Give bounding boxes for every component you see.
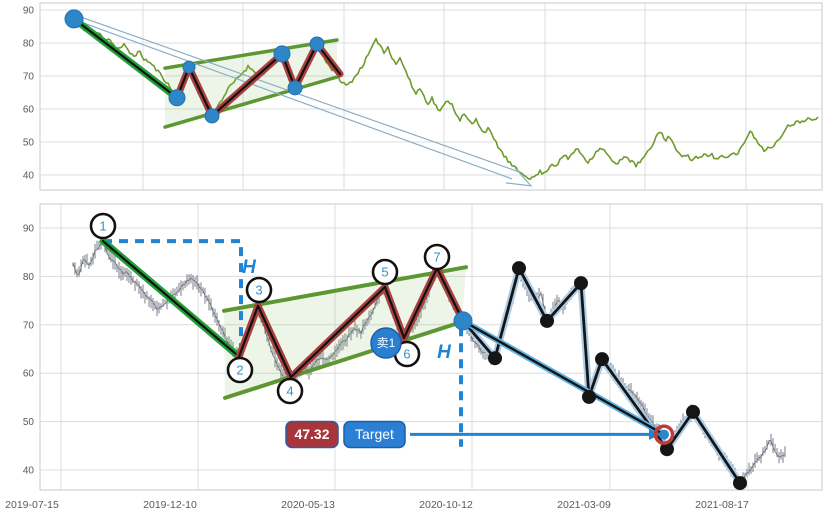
x-axis-tick-label: 2019-12-10 [143, 499, 197, 511]
target-marker-dot [659, 429, 669, 440]
height-label: H [437, 342, 452, 363]
x-axis-tick-label: 2020-05-13 [281, 499, 335, 511]
height-label: H [242, 257, 257, 278]
projection-arrow-head [505, 167, 533, 187]
pivot-circle-5[interactable]: 5 [371, 258, 399, 286]
swing-dot[interactable] [540, 313, 554, 328]
projection-arrow-shaft [79, 16, 520, 173]
y-axis-tick-label: 50 [23, 138, 35, 149]
y-axis-tick-label: 40 [23, 171, 35, 182]
breakdown-dot[interactable] [453, 311, 473, 331]
y-axis-tick-label: 40 [23, 466, 35, 477]
y-axis-tick-label: 60 [23, 105, 35, 116]
pivot-dot[interactable] [309, 36, 325, 52]
upper-trendline[interactable] [222, 265, 468, 313]
y-axis-tick-label: 70 [23, 320, 35, 331]
y-axis-tick-label: 50 [23, 417, 35, 428]
price-target-badge-bg [285, 420, 339, 449]
y-axis-tick-label: 60 [23, 369, 35, 380]
target-label-badge[interactable]: Target [343, 420, 406, 449]
swing-dot[interactable] [512, 261, 526, 276]
height-measure-line[interactable] [103, 239, 243, 357]
pivot-circle-ring [89, 212, 117, 240]
x-axis-tick-label: 2019-07-15 [5, 499, 59, 511]
y-axis-tick-label: 80 [23, 272, 35, 283]
pivot-number: 5 [381, 265, 388, 280]
swing-dot[interactable] [582, 389, 596, 404]
impulse-line-core [72, 17, 179, 99]
swing-dot[interactable] [733, 476, 747, 491]
target-label-text: Target [355, 426, 394, 442]
pivot-number: 7 [433, 250, 440, 265]
y-axis-tick-label: 90 [23, 224, 35, 235]
lower-trendline[interactable] [223, 319, 464, 400]
target-projection-line[interactable] [461, 319, 666, 436]
pivot-circle-4[interactable]: 4 [276, 377, 304, 405]
pivot-number: 6 [403, 347, 410, 362]
y-axis-tick-label: 80 [23, 39, 35, 50]
pivot-number: 2 [236, 363, 243, 378]
lower-trendline[interactable] [163, 75, 339, 129]
overview-panel-frame [39, 2, 823, 191]
price-target-value: 47.32 [294, 426, 329, 442]
sell-signal-badge[interactable]: 卖1 [370, 327, 402, 359]
swing-dot[interactable] [574, 276, 588, 291]
pivot-number: 1 [99, 219, 106, 234]
pivot-number: 3 [255, 283, 262, 298]
pivot-dot[interactable] [168, 89, 186, 107]
pivot-dot[interactable] [182, 60, 196, 74]
pivot-dot[interactable] [273, 45, 291, 63]
y-axis-tick-label: 90 [23, 6, 35, 17]
swing-dot[interactable] [488, 351, 502, 366]
pivot-circle-ring [245, 276, 273, 304]
price-target-badge[interactable]: 47.32 [285, 420, 339, 449]
projection-arrow-shaft [79, 21, 513, 180]
y-axis-tick-label: 70 [23, 72, 35, 83]
pivot-circle-ring [226, 356, 254, 384]
x-axis-tick-label: 2020-10-12 [419, 499, 473, 511]
pivot-circle-ring [276, 377, 304, 405]
swing-dot[interactable] [595, 352, 609, 367]
pivot-dot[interactable] [204, 108, 220, 124]
swing-dot[interactable] [686, 404, 700, 419]
target-marker-ring[interactable] [653, 424, 675, 445]
pivot-number: 4 [286, 384, 293, 399]
x-axis-tick-label: 2021-08-17 [695, 499, 749, 511]
target-label-badge-bg [343, 420, 406, 449]
pivot-circle-ring [423, 243, 451, 271]
pivot-circle-1[interactable]: 1 [89, 212, 117, 240]
swing-dot[interactable] [660, 442, 674, 457]
x-axis-tick-label: 2021-03-09 [557, 499, 611, 511]
sell-signal-circle [370, 327, 402, 359]
pivot-dot[interactable] [64, 9, 84, 29]
impulse-line-core [101, 240, 241, 358]
pivot-circle-ring [371, 258, 399, 286]
downtrend-zigzag-line[interactable] [461, 266, 742, 485]
pivot-circle-7[interactable]: 7 [423, 243, 451, 271]
pivot-dot[interactable] [287, 80, 303, 96]
pivot-circle-2[interactable]: 2 [226, 356, 254, 384]
pivot-circle-3[interactable]: 3 [245, 276, 273, 304]
sell-signal-label: 卖1 [377, 336, 396, 350]
